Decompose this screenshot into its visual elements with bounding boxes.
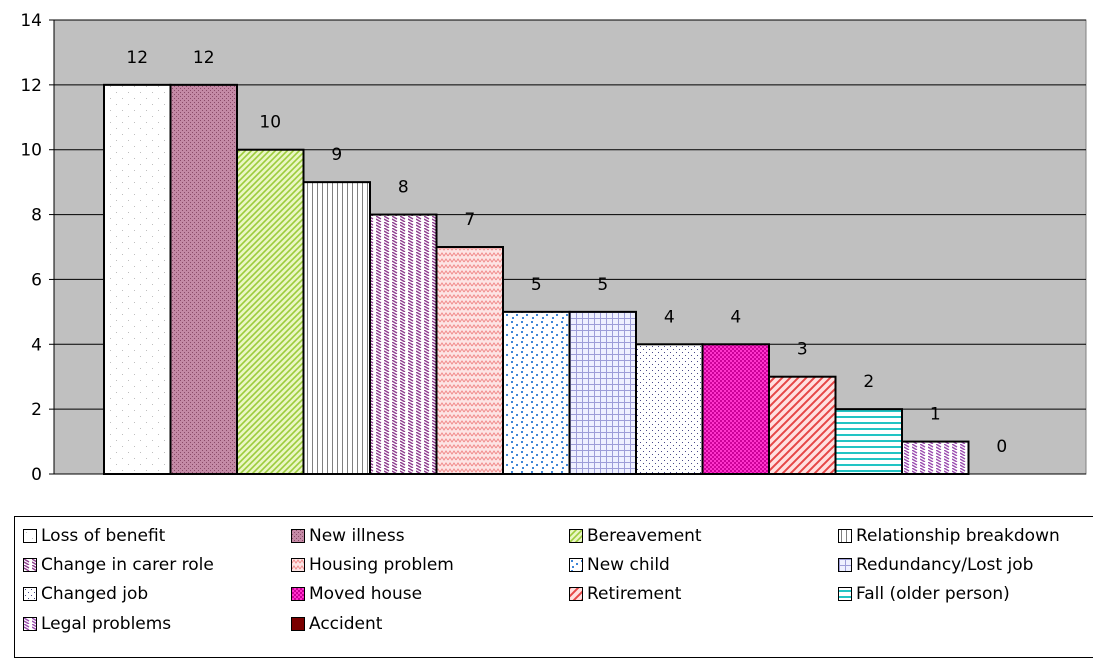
bar-fall-older-person- (834, 408, 903, 475)
bar-retirement (768, 375, 837, 476)
legend-item: Redundancy/Lost job (838, 551, 1033, 579)
legend-swatch (23, 617, 37, 631)
legend-swatch (569, 587, 583, 601)
legend-swatch (569, 558, 583, 572)
data-label: 0 (996, 437, 1007, 457)
data-label: 12 (126, 48, 148, 68)
legend-item: Moved house (291, 580, 422, 608)
legend-swatch (23, 529, 37, 543)
data-label: 3 (797, 340, 808, 360)
data-label: 5 (531, 275, 542, 295)
y-tick-label: 2 (31, 400, 42, 420)
legend-label: Changed job (41, 584, 149, 604)
data-label: 8 (398, 178, 409, 198)
legend-label: Legal problems (41, 614, 172, 634)
data-label: 7 (464, 210, 475, 230)
y-tick-label: 8 (31, 206, 42, 226)
legend-swatch (291, 587, 305, 601)
data-label: 4 (664, 307, 675, 327)
legend-swatch (23, 587, 37, 601)
legend-item: Loss of benefit (23, 522, 165, 550)
legend-swatch (291, 529, 305, 543)
bar-legal-problems (901, 440, 970, 476)
legend-item: New child (569, 551, 670, 579)
bar-bereavement (236, 148, 305, 475)
bar-change-in-carer-role (369, 213, 438, 475)
legend-item: Retirement (569, 580, 681, 608)
y-tick-label: 4 (31, 335, 42, 355)
legend-item: Relationship breakdown (838, 522, 1060, 550)
legend-swatch (838, 587, 852, 601)
legend-swatch (838, 558, 852, 572)
legend-label: Housing problem (309, 555, 454, 575)
legend-item: Legal problems (23, 610, 171, 638)
legend-item: Bereavement (569, 522, 702, 550)
legend-label: Redundancy/Lost job (856, 555, 1034, 575)
data-label: 2 (863, 372, 874, 392)
legend-item: Changed job (23, 580, 148, 608)
data-label: 1 (930, 405, 941, 425)
legend-swatch (23, 558, 37, 572)
legend-label: Fall (older person) (856, 584, 1010, 604)
legend-item: Change in carer role (23, 551, 214, 579)
legend-swatch (291, 617, 305, 631)
y-tick-label: 6 (31, 270, 42, 290)
legend-swatch (569, 529, 583, 543)
legend-item: Accident (291, 610, 382, 638)
bar-new-child (502, 310, 571, 475)
legend-label: Change in carer role (41, 555, 214, 575)
data-label: 5 (597, 275, 608, 295)
legend-item: Housing problem (291, 551, 454, 579)
bar-loss-of-benefit (103, 83, 172, 475)
legend-item: Fall (older person) (838, 580, 1010, 608)
bar-redundancy-lost-job (568, 310, 637, 475)
legend-label: Moved house (309, 584, 423, 604)
bar-housing-problem (435, 246, 504, 475)
legend-label: Loss of benefit (41, 526, 166, 546)
legend-label: Retirement (587, 584, 682, 604)
legend-label: Bereavement (587, 526, 702, 546)
legend-swatch (838, 529, 852, 543)
y-tick-label: 0 (31, 465, 42, 485)
y-tick-label: 10 (20, 141, 42, 161)
data-label: 10 (259, 113, 281, 133)
legend-item: New illness (291, 522, 405, 550)
bar-changed-job (635, 343, 704, 475)
legend-label: Relationship breakdown (856, 526, 1060, 546)
legend-swatch (291, 558, 305, 572)
bars (103, 83, 970, 476)
bar-new-illness (169, 83, 238, 475)
bar-moved-house (701, 343, 770, 475)
bar-relationship-breakdown (302, 181, 371, 475)
y-tick-label: 12 (20, 76, 42, 96)
y-tick-label: 14 (20, 11, 42, 31)
legend-label: Accident (309, 614, 383, 634)
data-label: 12 (193, 48, 215, 68)
data-label: 9 (331, 145, 342, 165)
legend: Loss of benefit New illness Bereavement Rel… (14, 516, 1093, 658)
data-label: 4 (730, 307, 741, 327)
legend-label: New child (587, 555, 670, 575)
legend-label: New illness (309, 526, 405, 546)
